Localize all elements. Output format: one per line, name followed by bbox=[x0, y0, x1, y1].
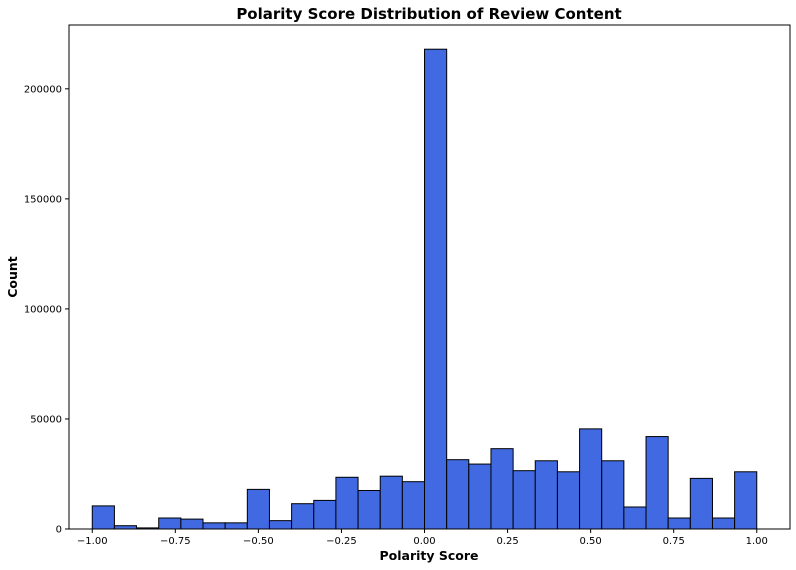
histogram-bar bbox=[446, 459, 470, 530]
histogram-bar bbox=[667, 517, 691, 530]
histogram-bar bbox=[180, 518, 204, 530]
x-axis: −1.00 −0.75 −0.50 −0.25 0.00 0.25 0.50 0.75 1.00 bbox=[77, 529, 768, 547]
histogram-bar bbox=[579, 428, 603, 530]
y-axis-label: Count bbox=[5, 256, 20, 298]
histogram-bar bbox=[424, 48, 448, 530]
histogram-bar bbox=[268, 520, 293, 530]
histogram-bar bbox=[335, 476, 359, 530]
histogram-bar bbox=[468, 463, 492, 530]
x-tick-label: −0.75 bbox=[160, 536, 191, 547]
histogram-bar bbox=[534, 460, 558, 530]
y-tick-label: 0 bbox=[56, 525, 62, 536]
histogram-bar bbox=[490, 448, 514, 530]
y-axis: 0 50000 100000 150000 200000 bbox=[24, 84, 69, 536]
x-tick-label: −0.50 bbox=[243, 536, 274, 547]
histogram-bar bbox=[246, 488, 270, 530]
plot-frame bbox=[68, 24, 791, 530]
histogram-bar bbox=[711, 517, 736, 530]
histogram-bar bbox=[512, 470, 536, 530]
y-tick-label: 200000 bbox=[24, 84, 62, 95]
x-axis-label: Polarity Score bbox=[379, 548, 478, 563]
histogram-bar bbox=[313, 499, 337, 530]
histogram-bar bbox=[379, 475, 403, 530]
x-tick-label: 1.00 bbox=[746, 536, 768, 547]
chart-title: Polarity Score Distribution of Review Co… bbox=[236, 5, 621, 23]
y-tick-label: 150000 bbox=[24, 194, 62, 205]
histogram-bar bbox=[357, 489, 381, 530]
histogram-bar bbox=[734, 471, 758, 530]
x-tick-label: 0.00 bbox=[413, 536, 435, 547]
y-tick-label: 100000 bbox=[24, 304, 62, 315]
histogram-bar bbox=[202, 522, 226, 530]
x-tick-label: 0.25 bbox=[496, 536, 518, 547]
histogram-bar bbox=[91, 505, 115, 530]
x-tick-label: −1.00 bbox=[77, 536, 108, 547]
x-tick-label: 0.50 bbox=[580, 536, 602, 547]
histogram-bar bbox=[224, 522, 248, 530]
bars-group bbox=[91, 48, 758, 530]
x-tick-label: −0.25 bbox=[326, 536, 357, 547]
histogram-bar bbox=[158, 517, 182, 530]
histogram-bar bbox=[623, 506, 647, 530]
y-tick-label: 50000 bbox=[30, 414, 62, 425]
x-tick-label: 0.75 bbox=[663, 536, 685, 547]
histogram-bar bbox=[689, 477, 713, 530]
histogram-bar bbox=[401, 481, 426, 530]
histogram-bar bbox=[645, 436, 669, 530]
histogram-bar bbox=[601, 460, 625, 530]
histogram-bar bbox=[556, 471, 581, 530]
histogram-bar bbox=[291, 503, 315, 530]
